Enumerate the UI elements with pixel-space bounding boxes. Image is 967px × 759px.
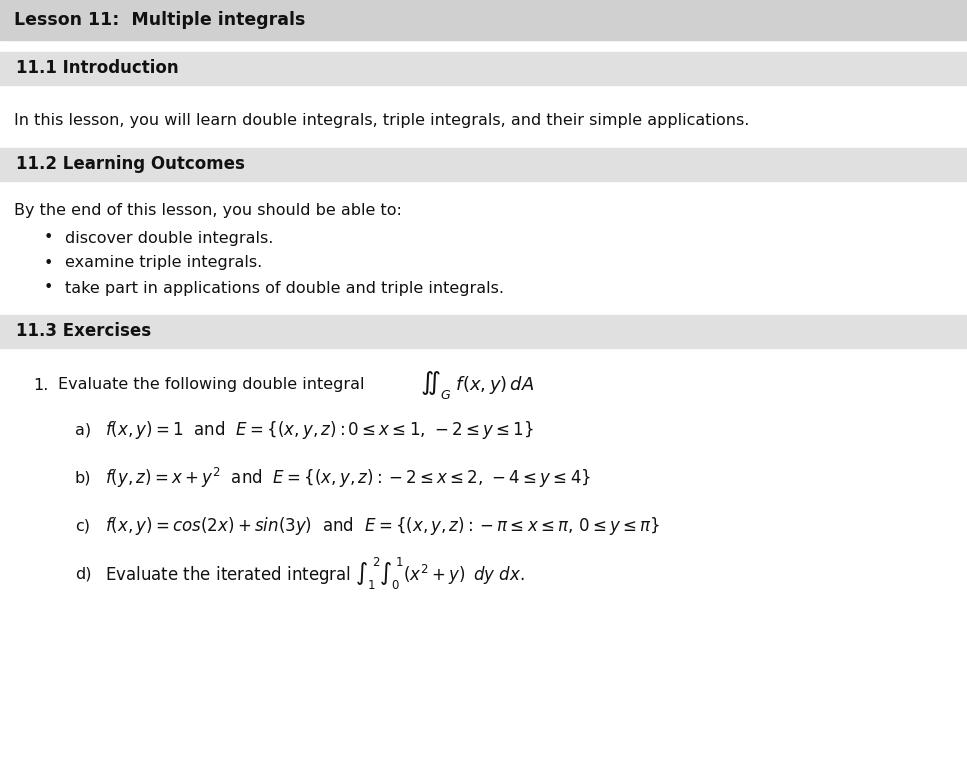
Text: Lesson 11:  Multiple integrals: Lesson 11: Multiple integrals	[14, 11, 306, 29]
Bar	[0, 0, 967, 40]
Text: b): b)	[75, 471, 92, 486]
Bar	[0, 148, 967, 181]
Text: 1.: 1.	[33, 377, 48, 392]
Text: d): d)	[75, 566, 92, 581]
Text: $\iint_G\ f(x,y)\,dA$: $\iint_G\ f(x,y)\,dA$	[420, 369, 534, 401]
Text: 11.3 Exercises: 11.3 Exercises	[16, 322, 151, 340]
Text: take part in applications of double and triple integrals.: take part in applications of double and …	[65, 281, 504, 295]
Bar	[0, 52, 967, 85]
Text: Evaluate the iterated integral $\int_1^{\,2} \int_0^{\,1} (x^2 + y)\ \, dy\ dx$.: Evaluate the iterated integral $\int_1^{…	[105, 556, 525, 592]
Text: 11.1 Introduction: 11.1 Introduction	[16, 59, 179, 77]
Text: discover double integrals.: discover double integrals.	[65, 231, 274, 245]
Text: a): a)	[75, 423, 91, 437]
Text: In this lesson, you will learn double integrals, triple integrals, and their sim: In this lesson, you will learn double in…	[14, 112, 749, 128]
Bar	[0, 315, 967, 348]
Text: $f(x,y) = cos(2x) + sin(3y)\ \ \mathrm{and}\ \ E = \{(x,y,z): -\pi \leq x \leq \: $f(x,y) = cos(2x) + sin(3y)\ \ \mathrm{a…	[105, 515, 660, 537]
Text: c): c)	[75, 518, 90, 534]
Text: examine triple integrals.: examine triple integrals.	[65, 256, 262, 270]
Text: By the end of this lesson, you should be able to:: By the end of this lesson, you should be…	[14, 203, 402, 218]
Text: •: •	[44, 256, 52, 270]
Text: •: •	[44, 231, 52, 245]
Text: 11.2 Learning Outcomes: 11.2 Learning Outcomes	[16, 155, 245, 173]
Text: •: •	[44, 281, 52, 295]
Text: Evaluate the following double integral: Evaluate the following double integral	[58, 377, 365, 392]
Text: $f(y,z) = x + y^2\ \ \mathrm{and}\ \ E = \{(x,y,z): -2 \leq x \leq 2,\,-4 \leq y: $f(y,z) = x + y^2\ \ \mathrm{and}\ \ E =…	[105, 466, 591, 490]
Text: $f(x,y) = 1\ \ \mathrm{and}\ \ E = \{(x,y,z): 0 \leq x \leq 1,\,-2 \leq y \leq 1: $f(x,y) = 1\ \ \mathrm{and}\ \ E = \{(x,…	[105, 419, 534, 441]
